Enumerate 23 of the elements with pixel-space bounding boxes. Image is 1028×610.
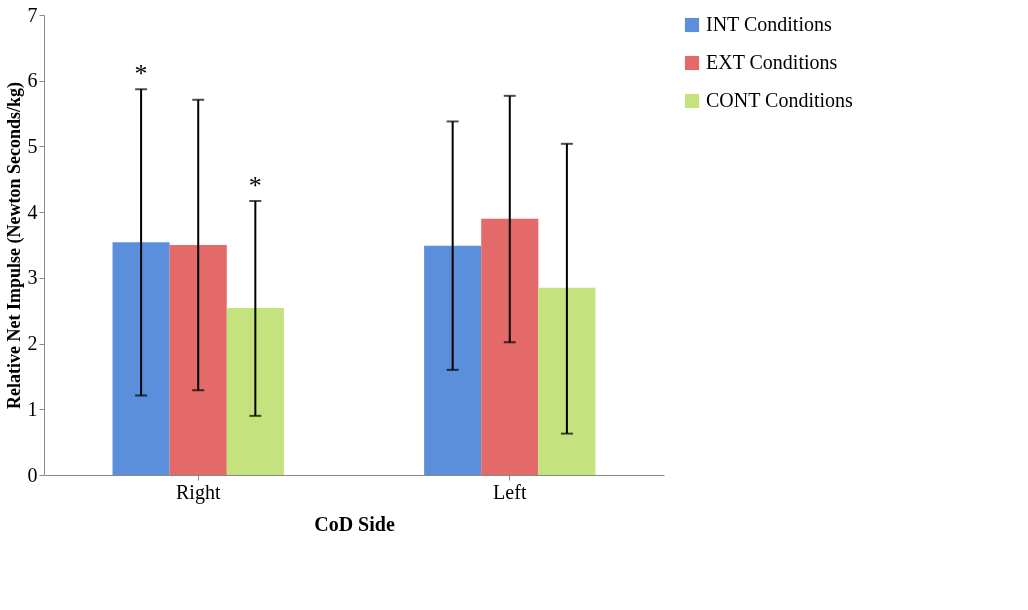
y-axis-title: Relative Net Impulse (Newton Seconds/kg) xyxy=(3,82,25,409)
y-tick-label: 0 xyxy=(27,463,38,486)
y-tick-label: 3 xyxy=(27,266,38,289)
y-tick-label: 4 xyxy=(27,200,38,223)
annotation: * xyxy=(248,170,262,200)
bar xyxy=(424,245,482,475)
y-tick-label: 5 xyxy=(27,134,38,157)
legend-label: CONT Conditions xyxy=(706,89,854,111)
x-tick-label: Right xyxy=(175,480,221,504)
bar xyxy=(169,245,227,475)
bar xyxy=(226,308,284,475)
y-tick-label: 2 xyxy=(27,332,38,355)
legend-label: EXT Conditions xyxy=(706,51,838,73)
bar xyxy=(481,218,539,475)
y-tick-label: 6 xyxy=(27,69,38,92)
annotation: * xyxy=(134,59,148,89)
bar xyxy=(538,287,596,475)
y-tick-label: 7 xyxy=(27,3,38,26)
x-axis-title: CoD Side xyxy=(314,512,395,535)
legend-label: INT Conditions xyxy=(706,13,832,35)
x-tick-label: Left xyxy=(493,480,527,503)
y-tick-label: 1 xyxy=(27,397,38,420)
bar xyxy=(112,242,170,475)
